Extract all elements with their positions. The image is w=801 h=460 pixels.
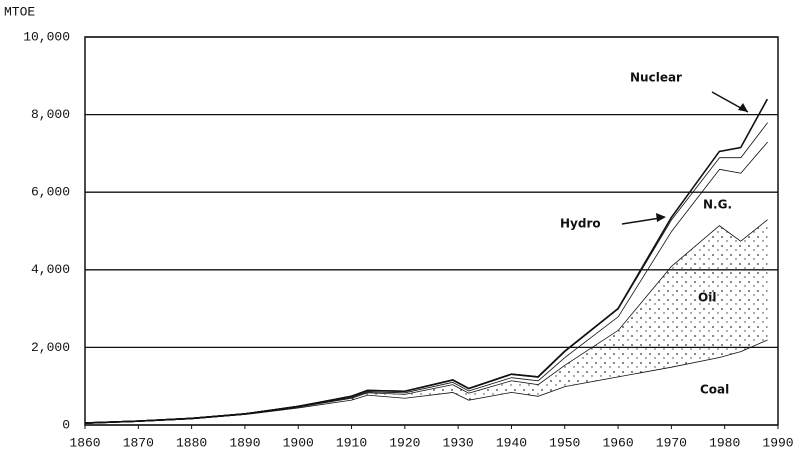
series-label: Nuclear xyxy=(630,71,682,85)
x-tick-label: 1910 xyxy=(336,435,367,450)
y-tick-label: 2,000 xyxy=(31,340,70,355)
series-label: N.G. xyxy=(703,198,732,212)
area-fill xyxy=(85,339,768,425)
series-line xyxy=(84,98,769,424)
x-tick-label: 1860 xyxy=(69,435,100,450)
y-tick-label: 6,000 xyxy=(31,185,70,200)
x-tick-label: 1980 xyxy=(709,435,740,450)
y-tick-label: 8,000 xyxy=(31,107,70,122)
x-tick-label: 1940 xyxy=(496,435,527,450)
x-tick-label: 1880 xyxy=(176,435,207,450)
y-tick-label: 10,000 xyxy=(23,29,70,44)
nuclear-arrowhead xyxy=(738,103,748,112)
x-tick-label: 1920 xyxy=(389,435,420,450)
y-tick-label: 4,000 xyxy=(31,262,70,277)
series-label: Coal xyxy=(700,383,729,397)
x-tick-label: 1960 xyxy=(602,435,633,450)
series-label: Hydro xyxy=(560,217,601,231)
x-tick-label: 1950 xyxy=(549,435,580,450)
area-fill xyxy=(85,219,768,424)
x-tick-label: 1930 xyxy=(443,435,474,450)
x-tick-label: 1970 xyxy=(656,435,687,450)
y-axis-label: MTOE xyxy=(4,4,35,19)
x-tick-label: 1900 xyxy=(283,435,314,450)
series-label: Oil xyxy=(698,291,716,305)
x-tick-label: 1890 xyxy=(229,435,260,450)
x-tick-label: 1990 xyxy=(762,435,793,450)
hydro-arrowhead xyxy=(656,213,666,222)
hydro-arrow xyxy=(621,217,661,225)
y-tick-label: 0 xyxy=(62,417,70,432)
x-tick-label: 1870 xyxy=(123,435,154,450)
